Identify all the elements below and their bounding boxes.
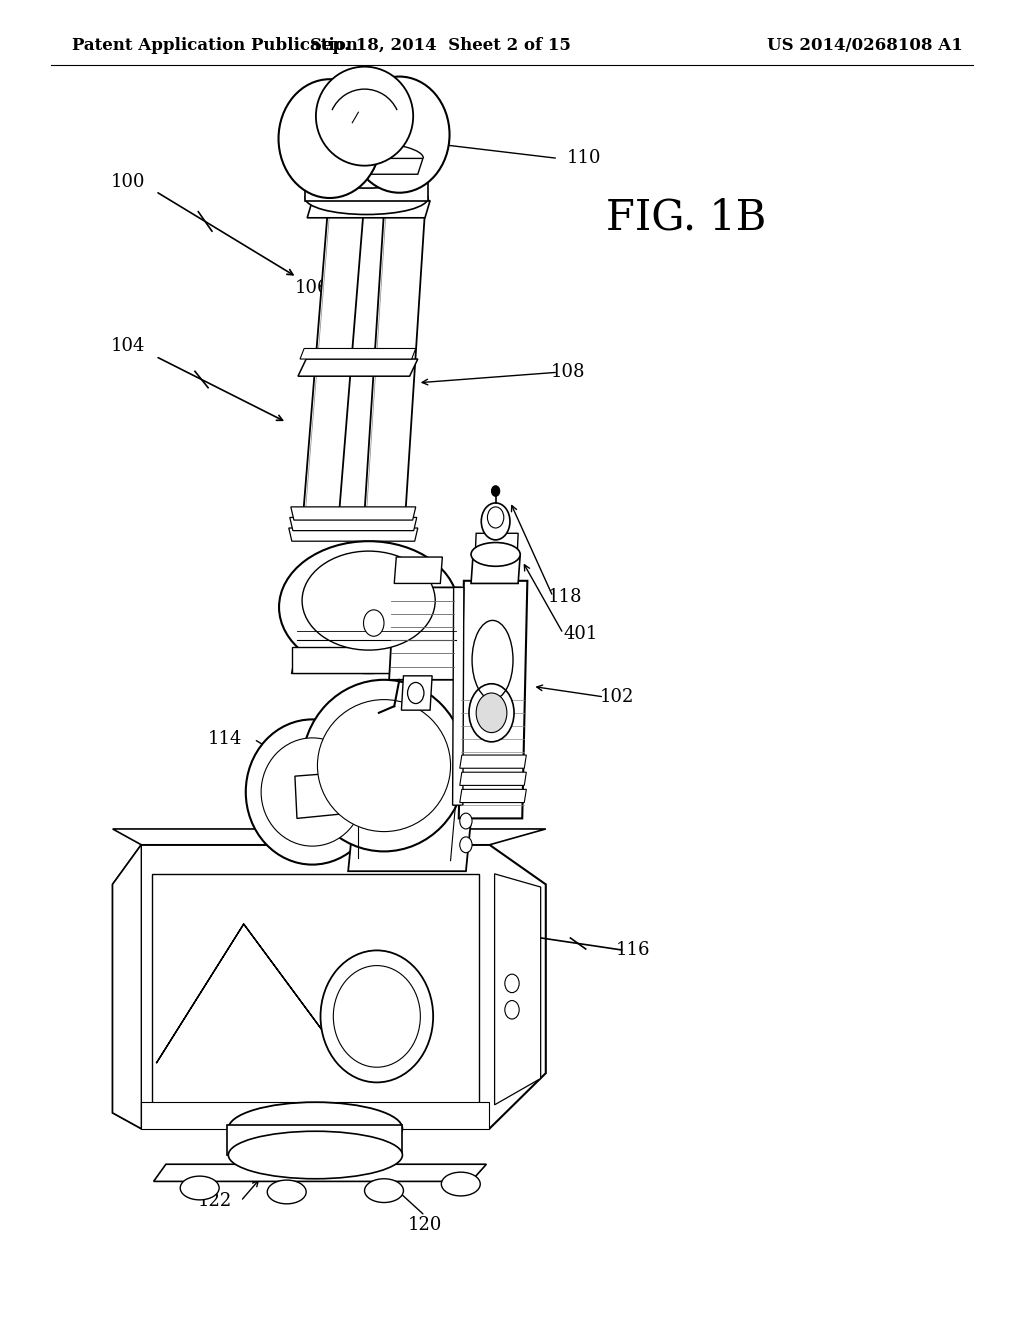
Text: Sep. 18, 2014  Sheet 2 of 15: Sep. 18, 2014 Sheet 2 of 15 [310, 37, 570, 54]
Ellipse shape [246, 719, 379, 865]
Text: 110: 110 [566, 149, 601, 168]
Polygon shape [460, 772, 526, 785]
Text: 118: 118 [548, 587, 583, 606]
Polygon shape [113, 829, 546, 845]
Text: 126: 126 [477, 799, 512, 817]
Text: 122: 122 [198, 1192, 232, 1210]
Text: 116: 116 [615, 941, 650, 960]
Polygon shape [152, 874, 479, 1105]
Polygon shape [459, 581, 527, 818]
Ellipse shape [315, 66, 413, 165]
Circle shape [364, 610, 384, 636]
Text: 114: 114 [208, 730, 243, 748]
Polygon shape [401, 676, 432, 710]
Polygon shape [302, 211, 364, 528]
Polygon shape [141, 1102, 489, 1129]
Text: FIG. 1B: FIG. 1B [606, 197, 766, 239]
Circle shape [469, 684, 514, 742]
Text: 108: 108 [551, 363, 586, 381]
Polygon shape [348, 799, 473, 871]
Ellipse shape [305, 181, 428, 214]
Ellipse shape [279, 79, 381, 198]
Polygon shape [364, 211, 425, 528]
Polygon shape [389, 587, 461, 680]
Ellipse shape [441, 1172, 480, 1196]
Polygon shape [227, 1125, 402, 1155]
Polygon shape [113, 845, 141, 1129]
Polygon shape [307, 201, 430, 218]
Text: Patent Application Publication: Patent Application Publication [72, 37, 357, 54]
Polygon shape [471, 554, 520, 583]
Polygon shape [495, 874, 541, 1105]
Ellipse shape [365, 1179, 403, 1203]
Ellipse shape [180, 1176, 219, 1200]
Polygon shape [305, 172, 428, 201]
Ellipse shape [471, 543, 520, 566]
Ellipse shape [334, 966, 420, 1067]
Text: 120: 120 [408, 1216, 442, 1234]
Ellipse shape [317, 700, 451, 832]
Polygon shape [291, 507, 416, 520]
Text: 106: 106 [295, 279, 330, 297]
Text: 104: 104 [111, 337, 145, 355]
Ellipse shape [305, 154, 428, 187]
Circle shape [492, 486, 500, 496]
Text: 100: 100 [111, 173, 145, 191]
Circle shape [408, 682, 424, 704]
Polygon shape [460, 755, 526, 768]
Polygon shape [292, 647, 461, 673]
Circle shape [505, 1001, 519, 1019]
Polygon shape [475, 533, 518, 557]
Text: 124: 124 [126, 906, 161, 924]
Polygon shape [295, 766, 432, 818]
Ellipse shape [228, 1131, 402, 1179]
Polygon shape [394, 557, 442, 583]
Polygon shape [307, 158, 423, 174]
Circle shape [481, 503, 510, 540]
Ellipse shape [261, 738, 364, 846]
Ellipse shape [349, 77, 450, 193]
Polygon shape [113, 845, 546, 1129]
Circle shape [505, 974, 519, 993]
Circle shape [460, 813, 472, 829]
Ellipse shape [302, 552, 435, 649]
Ellipse shape [302, 680, 466, 851]
Polygon shape [460, 789, 526, 803]
Ellipse shape [321, 950, 433, 1082]
Polygon shape [300, 348, 416, 359]
Polygon shape [298, 359, 418, 376]
Ellipse shape [279, 541, 459, 673]
Polygon shape [292, 620, 471, 673]
Text: 102: 102 [599, 688, 634, 706]
Ellipse shape [228, 1102, 402, 1155]
Circle shape [487, 507, 504, 528]
Polygon shape [453, 587, 464, 805]
Polygon shape [289, 528, 418, 541]
Polygon shape [154, 1164, 486, 1181]
Text: US 2014/0268108 A1: US 2014/0268108 A1 [767, 37, 963, 54]
Text: 401: 401 [563, 624, 598, 643]
Polygon shape [290, 517, 417, 531]
Ellipse shape [267, 1180, 306, 1204]
Circle shape [476, 693, 507, 733]
Circle shape [460, 837, 472, 853]
